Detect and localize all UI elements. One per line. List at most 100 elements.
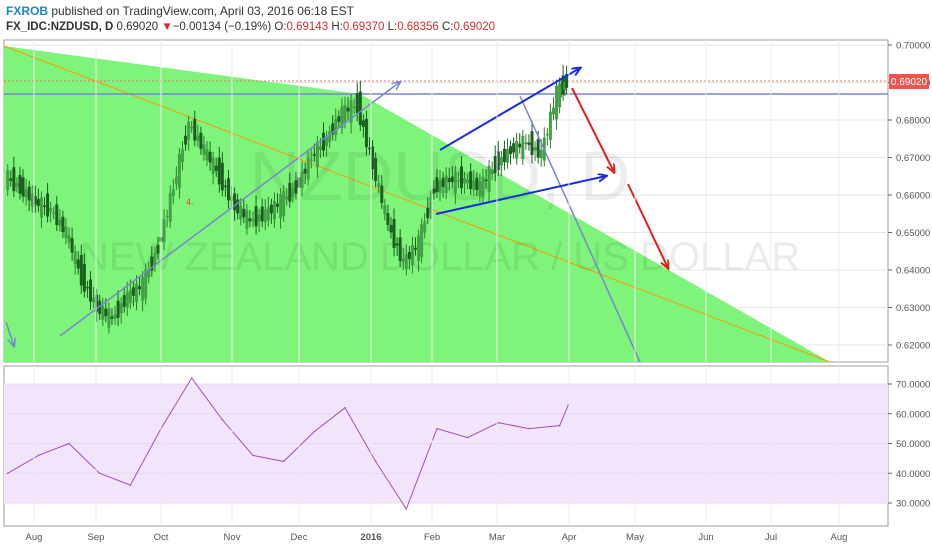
candle-body [39, 197, 43, 218]
candle-body [12, 167, 16, 192]
candle-body [469, 171, 473, 190]
candle-body [490, 169, 494, 174]
candle-body [306, 157, 310, 180]
candle-body [217, 157, 221, 185]
rsi-axis[interactable]: 70.0000 60.0000 50.0000 40.0000 30.0000 [888, 380, 930, 510]
candle-body [453, 171, 457, 194]
candle-body [361, 120, 365, 127]
candle-body [392, 219, 396, 249]
candle-body [420, 224, 424, 258]
candle-body [33, 196, 37, 205]
candle-body [263, 209, 267, 222]
price-tick-label: 0.70000 [896, 41, 930, 52]
time-axis[interactable]: Aug Sep Oct Nov Dec 2016 Feb Mar Apr May Jun Jul Aug [26, 40, 848, 543]
time-tick-label: May [626, 532, 644, 543]
candle-body [134, 283, 138, 302]
candle-body [459, 166, 463, 189]
candle-body [266, 207, 270, 221]
red-arrow-1[interactable] [571, 87, 614, 172]
candle-body [423, 221, 427, 233]
candle-body [165, 215, 169, 218]
candle-body [518, 143, 522, 148]
candle-body [413, 247, 417, 250]
candle-body [318, 146, 322, 150]
time-tick-label: Sep [88, 532, 105, 543]
candle-body [380, 185, 384, 204]
chart-header: FXROB published on TradingView.com, Apri… [0, 0, 932, 38]
candle-body [343, 104, 347, 123]
candle-body [180, 149, 184, 162]
candle-body [533, 147, 537, 151]
candle-body [565, 74, 569, 88]
candle-body [131, 287, 135, 296]
steep-trendline[interactable] [519, 95, 641, 363]
candle-body [417, 235, 421, 261]
candle-body [368, 147, 372, 150]
candle-body [168, 193, 172, 222]
candle-body [82, 264, 86, 292]
candle-body [527, 142, 531, 145]
candle-body [116, 300, 120, 318]
candle-body [144, 269, 148, 299]
author-name[interactable]: FXROB [6, 4, 48, 18]
candle-body [340, 106, 344, 128]
price-tick-label: 0.64000 [896, 266, 930, 277]
candle-body [545, 133, 549, 136]
price-tick-label: 0.62000 [896, 341, 930, 352]
candle-body [389, 225, 393, 233]
candle-body [496, 151, 500, 171]
candle-body [279, 194, 283, 219]
candle-body [242, 208, 246, 218]
candle-body [472, 180, 476, 190]
time-tick-label: Nov [224, 532, 241, 543]
candle-body [530, 131, 534, 156]
candle-body [233, 193, 237, 211]
candle-body [104, 308, 108, 317]
candle-body [153, 252, 157, 266]
candle-body [398, 237, 402, 262]
last-price-badge-text: 0.69020 [891, 77, 928, 88]
symbol-label[interactable]: FX_IDC:NZDUSD, D [6, 21, 114, 33]
uptrend-channel-line[interactable] [59, 82, 400, 337]
candle-body [426, 207, 430, 219]
edge-arrow [5, 321, 14, 346]
candle-body [199, 132, 203, 149]
high-value: 0.69370 [342, 21, 385, 33]
candle-body [524, 142, 528, 144]
last-price-badge [889, 74, 929, 89]
time-tick-label: 2016 [360, 532, 381, 543]
candle-body [70, 238, 74, 253]
candle-body [18, 175, 22, 194]
candle-body [52, 212, 56, 214]
candle-body [92, 297, 96, 303]
candle-body [248, 218, 252, 222]
candle-body [558, 83, 562, 108]
price-change: −0.00134 (−0.19%) [172, 21, 272, 33]
candle-body [551, 107, 555, 115]
candle-body [171, 189, 175, 197]
candle-body [315, 141, 319, 168]
candle-body [254, 206, 258, 227]
candle-body [325, 136, 329, 146]
candle-body [282, 191, 286, 216]
candle-body [386, 213, 390, 225]
candle-body [303, 168, 307, 174]
price-tick-label: 0.66000 [896, 191, 930, 202]
candle-body [444, 175, 448, 194]
wedge-lower-arrow[interactable] [435, 176, 606, 215]
close-label: C: [441, 21, 454, 33]
candle-body [450, 176, 454, 183]
candle-body [466, 179, 470, 184]
candle-body [125, 292, 129, 308]
candle-body [548, 111, 552, 140]
candle-body [555, 85, 559, 120]
annotation-4: 4. [186, 197, 194, 207]
candle-body [447, 178, 451, 183]
candle-body [36, 199, 40, 207]
candle-body [211, 157, 215, 174]
candle-body [184, 135, 188, 145]
wedge-upper-arrow[interactable] [439, 68, 580, 151]
candle-body [536, 139, 540, 158]
candle-body [346, 107, 350, 112]
